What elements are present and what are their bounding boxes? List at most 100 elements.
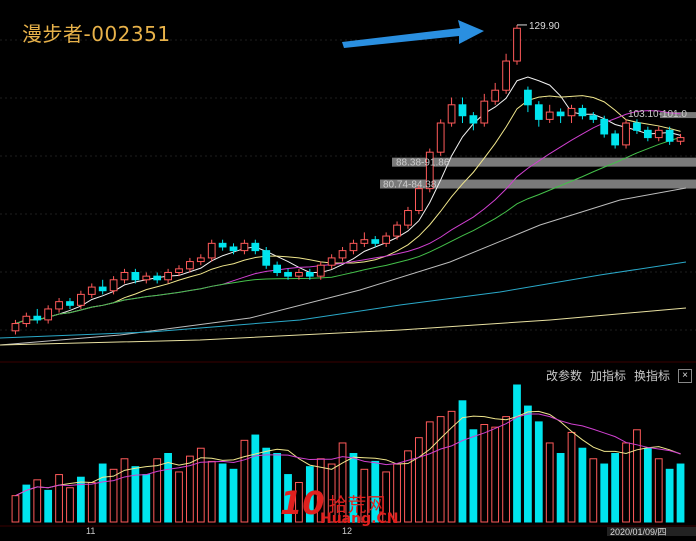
candle-up: [338, 250, 347, 259]
switch-indicator-button[interactable]: 换指标: [633, 369, 670, 383]
stock-title: 漫步者-002351: [22, 22, 171, 46]
volume-bar-up: [545, 442, 554, 523]
candle-down: [643, 129, 652, 139]
watermark-ten: 10: [280, 484, 325, 522]
volume-bar-up: [66, 487, 74, 523]
candle-down: [305, 272, 314, 277]
volume-bar-up: [414, 437, 423, 523]
candle-down: [534, 104, 543, 120]
candle-up: [491, 89, 500, 102]
ma60-line: [0, 187, 687, 346]
volume-bar-up: [382, 471, 391, 523]
volume-bar-up: [589, 458, 598, 523]
volume-bar-down: [676, 463, 685, 523]
volume-bar-down: [643, 447, 652, 523]
watermark-zh: 拾荒网: [328, 493, 386, 516]
volume-bar-up: [33, 479, 42, 523]
ma30-line: [15, 136, 681, 325]
volume-bar-down: [273, 453, 282, 523]
candle-up: [142, 275, 151, 281]
volume-bar-down: [349, 453, 358, 523]
date-label-bg: [607, 527, 696, 536]
indicator-toolbar: 改参数 加指标 换指标 ×: [546, 367, 692, 384]
volume-bar-up: [338, 442, 347, 523]
volume-bar-down: [262, 447, 271, 523]
volume-bar-down: [142, 474, 151, 523]
range-label-2: 88.38-91.86: [396, 158, 450, 169]
candle-up: [502, 60, 510, 91]
ma10-line: [15, 95, 681, 325]
change-params-button[interactable]: 改参数: [545, 369, 582, 383]
candle-up: [447, 104, 456, 124]
candle-down: [273, 264, 282, 274]
volume-bar-down: [665, 468, 674, 523]
candle-down: [371, 239, 380, 244]
volume-bar-down: [44, 489, 53, 523]
volume-bar-up: [633, 429, 641, 523]
volume-bar-down: [164, 453, 172, 523]
candle-up: [22, 315, 31, 325]
volume-bar-down: [229, 468, 238, 523]
candle-up: [11, 323, 20, 332]
candle-down: [578, 107, 587, 117]
volume-bar-up: [502, 416, 510, 523]
volume-bar-up: [436, 416, 445, 523]
watermark-logo: 10 拾荒网 Huang.CN: [280, 484, 398, 527]
volume-bar-up: [447, 410, 456, 523]
xaxis-label-nov: 11: [86, 526, 95, 536]
ma20-line: [15, 110, 681, 325]
candle-down: [33, 315, 42, 321]
candle-up: [425, 151, 434, 190]
candle-down: [262, 250, 271, 266]
candle-up: [120, 272, 129, 281]
candle-down: [600, 118, 609, 135]
high-price-label: 129.90: [529, 21, 560, 32]
candle-down: [251, 242, 260, 252]
resistance-band-3: [380, 179, 696, 189]
volume-bar-up: [654, 458, 663, 523]
candle-up: [207, 242, 216, 259]
candle-up: [414, 188, 423, 212]
volume-bar-down: [578, 447, 587, 523]
candle-up: [622, 122, 630, 146]
volume-bar-down: [611, 453, 620, 523]
volume-bar-up: [196, 447, 205, 523]
volume-bar-down: [305, 466, 314, 523]
candle-up: [513, 27, 521, 62]
candle-up: [87, 286, 96, 295]
volume-bar-up: [109, 468, 118, 523]
volume-bar-down: [371, 460, 380, 523]
candle-up: [545, 111, 554, 120]
candle-up: [567, 107, 576, 117]
candle-up: [240, 242, 249, 252]
candle-down: [633, 122, 641, 131]
volume-bar-down: [513, 384, 521, 523]
volume-bar-down: [469, 429, 478, 523]
volume-bar-up: [295, 481, 303, 523]
volume-bar-up: [120, 458, 129, 523]
candle-up: [186, 261, 194, 270]
candle-down: [524, 89, 532, 106]
candle-down: [589, 115, 598, 120]
volume-bar-down: [218, 463, 227, 523]
volume-bar-up: [491, 426, 500, 523]
volume-bar-up: [425, 421, 434, 523]
volume-bar-down: [131, 466, 140, 523]
volume-bar-up: [567, 431, 576, 523]
candle-down: [98, 286, 107, 292]
candle-up: [654, 129, 663, 139]
close-icon[interactable]: ×: [678, 368, 692, 383]
candle-up: [480, 100, 489, 124]
candle-up: [316, 264, 325, 277]
add-indicator-button[interactable]: 加指标: [589, 369, 626, 383]
range-label-1: 103.10-101.0: [628, 109, 687, 120]
candle-up: [404, 210, 412, 226]
candle-up: [327, 257, 336, 266]
volume-bar-up: [480, 424, 489, 523]
candle-up: [55, 301, 63, 310]
volume-bar-down: [98, 463, 107, 523]
ma120-line: [0, 261, 687, 339]
candle-up: [164, 272, 172, 281]
